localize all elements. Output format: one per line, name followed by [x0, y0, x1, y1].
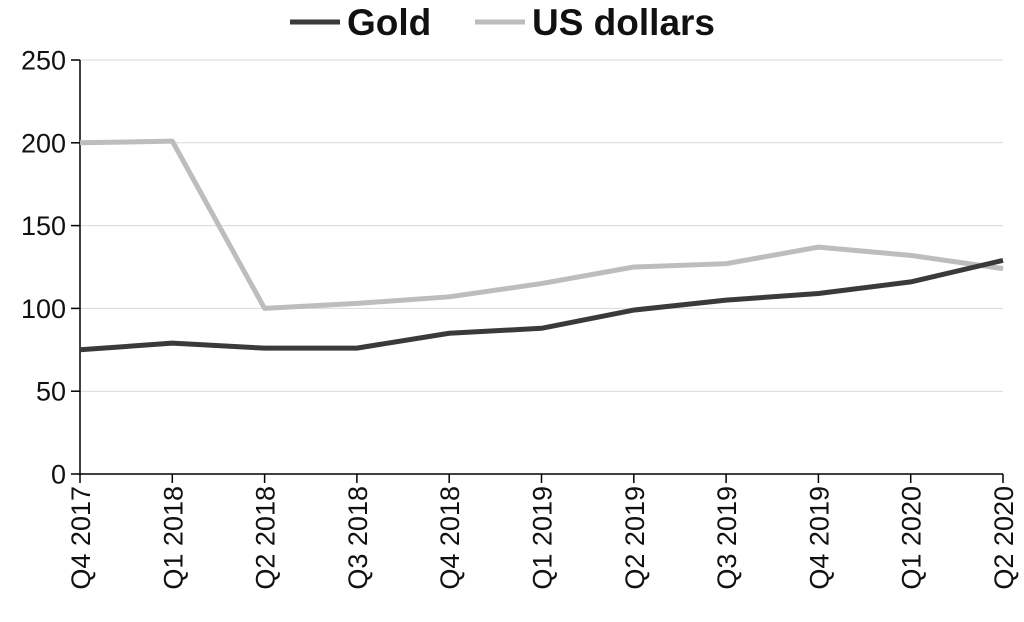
y-tick-label: 150 [21, 211, 66, 241]
legend-label-gold: Gold [347, 2, 431, 43]
x-tick-label: Q3 2018 [343, 486, 373, 590]
x-tick-label: Q4 2017 [66, 486, 96, 590]
x-tick-label: Q2 2018 [251, 486, 281, 590]
axis-layer: 0 50 100 150 200 250 Q4 2017 Q1 2018 Q2 2018 Q3 2… [21, 46, 1019, 590]
x-tick-label: Q1 2018 [158, 486, 188, 590]
x-tick-label: Q1 2019 [528, 486, 558, 590]
legend-label-us-dollars: US dollars [532, 2, 715, 43]
y-tick-label: 50 [36, 377, 66, 407]
series-line-us-dollars [79, 138, 1004, 311]
series-layer [79, 138, 1004, 353]
y-tick-label: 250 [21, 46, 66, 76]
series-line-gold [79, 257, 1004, 353]
y-tick-label: 100 [21, 294, 66, 324]
grid-layer [80, 59, 1003, 392]
x-tick-label: Q2 2020 [989, 486, 1019, 590]
x-tick-label: Q4 2018 [435, 486, 465, 590]
legend: Gold US dollars [290, 2, 715, 43]
y-tick-label: 200 [21, 128, 66, 158]
y-tick-label: 0 [51, 460, 66, 490]
x-tick-label: Q1 2020 [897, 486, 927, 590]
x-tick-label: Q3 2019 [712, 486, 742, 590]
x-tick-label: Q2 2019 [620, 486, 650, 590]
x-tick-label: Q4 2019 [804, 486, 834, 590]
